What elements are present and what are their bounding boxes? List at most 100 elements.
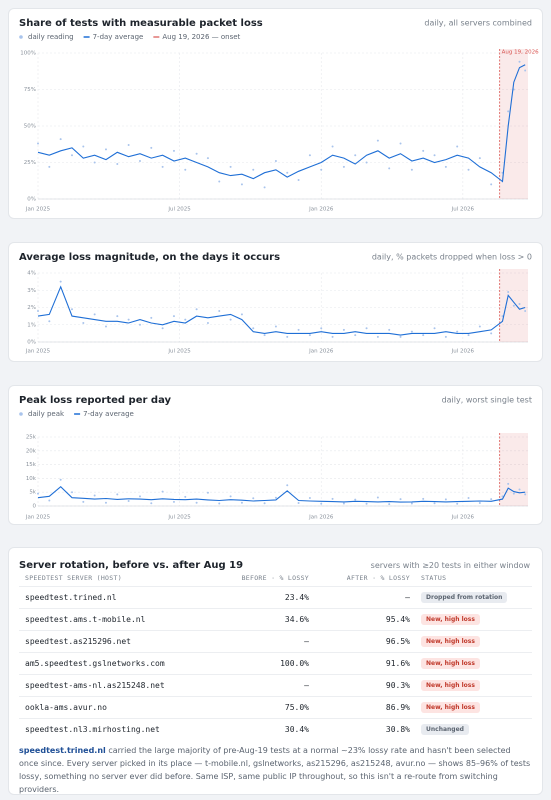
- daily-dot: [37, 492, 39, 495]
- daily-dot: [308, 334, 311, 337]
- daily-dot: [365, 161, 368, 164]
- daily-dot: [342, 165, 345, 168]
- y-tick-label: 4%: [27, 271, 36, 277]
- daily-dot: [37, 142, 39, 145]
- daily-dot: [410, 330, 413, 333]
- daily-dot: [59, 280, 62, 283]
- lossy-pct: 34.6%: [284, 615, 309, 624]
- column-header: AFTER · % LOSSY: [346, 574, 410, 582]
- daily-dot: [195, 308, 198, 311]
- daily-dot: [297, 501, 300, 504]
- chart-title: Average loss magnitude, on the days it o…: [19, 252, 280, 263]
- x-tick-label: Jul 2026: [451, 349, 475, 355]
- daily-dot: [433, 154, 436, 157]
- daily-dot: [286, 335, 289, 338]
- daily-dot: [388, 328, 391, 331]
- avg-line: [37, 485, 526, 503]
- chart: Share of tests with measurable packet lo…: [19, 18, 539, 213]
- daily-dot: [297, 328, 300, 331]
- x-tick-label: Jul 2026: [451, 515, 475, 521]
- daily-dot: [161, 165, 164, 168]
- daily-dot: [365, 502, 368, 505]
- daily-dot: [376, 496, 379, 499]
- lossy-pct: 91.6%: [385, 659, 410, 668]
- status-badge: Dropped from rotation: [421, 592, 508, 603]
- y-tick-label: 75%: [24, 87, 36, 93]
- daily-dot: [172, 315, 175, 318]
- daily-dot: [206, 322, 209, 325]
- daily-dot: [433, 327, 436, 330]
- lossy-pct: 100.0%: [280, 659, 309, 668]
- card: Share of tests with measurable packet lo…: [8, 8, 543, 219]
- daily-dot: [478, 157, 481, 160]
- daily-dot: [138, 160, 141, 163]
- daily-dot: [331, 145, 334, 148]
- footnote: speedtest.trined.nl carried the large ma…: [19, 744, 531, 796]
- daily-dot: [184, 168, 187, 171]
- y-tick-label: 100%: [20, 51, 36, 57]
- daily-dot: [184, 318, 187, 321]
- daily-dot: [127, 500, 130, 503]
- daily-dot: [354, 154, 357, 157]
- daily-dot: [82, 145, 85, 148]
- lossy-pct: 95.4%: [385, 615, 410, 624]
- daily-dot: [444, 498, 447, 501]
- server-host: speedtest-ams-nl.as215248.net: [25, 681, 165, 690]
- daily-dot: [252, 168, 255, 171]
- daily-dot: [37, 309, 39, 312]
- daily-dot: [422, 497, 425, 500]
- daily-dot: [512, 492, 515, 495]
- daily-dot: [218, 502, 221, 505]
- daily-dot: [320, 168, 323, 171]
- y-tick-label: 50%: [24, 124, 36, 130]
- server-host: am5.speedtest.gslnetworks.com: [25, 659, 165, 668]
- daily-dot: [150, 502, 153, 505]
- daily-dot: [195, 501, 198, 504]
- avg-line: [37, 64, 526, 183]
- lossy-pct: 23.4%: [284, 593, 309, 602]
- daily-dot: [320, 502, 323, 505]
- daily-dot: [172, 149, 175, 152]
- daily-dot: [524, 309, 527, 312]
- daily-dot: [195, 152, 198, 155]
- daily-dot: [150, 146, 153, 149]
- daily-dot: [240, 313, 243, 316]
- daily-dot: [342, 502, 345, 505]
- daily-dot: [48, 499, 51, 502]
- daily-dot: [240, 501, 243, 504]
- row-divider: [19, 718, 532, 719]
- y-tick-label: 0: [33, 504, 37, 510]
- legend-label: 7-day average: [93, 33, 144, 41]
- chart: Peak loss reported per day daily, worst s…: [19, 395, 532, 521]
- onset-region: [499, 433, 528, 506]
- daily-dot: [456, 502, 459, 505]
- y-tick-label: 0%: [27, 197, 36, 203]
- server-host: ookla-ams.avur.no: [25, 703, 107, 712]
- x-tick-label: Jul 2025: [167, 207, 191, 213]
- legend-label: daily reading: [28, 33, 74, 41]
- x-tick-label: Jul 2025: [167, 349, 191, 355]
- lossy-pct: 86.9%: [385, 703, 410, 712]
- lossy-pct: 75.0%: [284, 703, 309, 712]
- daily-dot: [286, 484, 289, 487]
- daily-dot: [507, 290, 510, 293]
- server-host: speedtest.trined.nl: [25, 593, 117, 602]
- chart-title: Peak loss reported per day: [19, 395, 172, 406]
- daily-dot: [331, 497, 334, 500]
- daily-dot: [388, 503, 391, 506]
- daily-dot: [218, 180, 221, 183]
- status-badge: New, high loss: [421, 658, 480, 669]
- status-badge: New, high loss: [421, 680, 480, 691]
- lossy-pct: 96.5%: [385, 637, 410, 646]
- daily-dot: [308, 496, 311, 499]
- x-tick-label: Jan 2025: [25, 515, 51, 521]
- daily-dot: [376, 335, 379, 338]
- daily-dot: [410, 168, 413, 171]
- y-tick-label: 2%: [27, 305, 36, 311]
- daily-dot: [93, 494, 96, 497]
- status-badge: New, high loss: [421, 636, 480, 647]
- y-tick-label: 3%: [27, 288, 36, 294]
- daily-dot: [274, 325, 277, 328]
- daily-dot: [422, 149, 425, 152]
